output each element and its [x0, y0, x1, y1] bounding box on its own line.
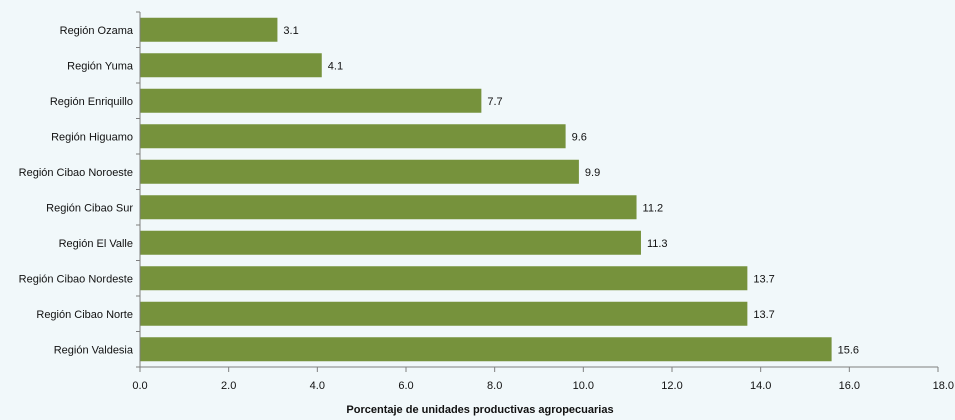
x-tick-label: 10.0	[573, 380, 594, 392]
data-label: 9.6	[572, 131, 587, 143]
category-label: Región Enriquillo	[50, 96, 133, 108]
x-axis-title: Porcentaje de unidades productivas agrop…	[346, 404, 613, 416]
data-label: 4.1	[328, 60, 343, 72]
x-tick-label: 12.0	[661, 380, 682, 392]
bars-group	[140, 17, 832, 362]
category-label: Región Cibao Sur	[46, 202, 133, 214]
category-label: Región Yuma	[67, 60, 134, 72]
bar	[140, 53, 322, 78]
data-label: 11.2	[643, 202, 664, 214]
x-tick-label: 16.0	[839, 380, 860, 392]
x-tick-label: 2.0	[221, 380, 236, 392]
bar	[140, 88, 482, 113]
bar	[140, 124, 566, 149]
data-label: 13.7	[753, 309, 774, 321]
bar	[140, 195, 637, 220]
bar	[140, 266, 748, 291]
data-label: 13.7	[753, 273, 774, 285]
x-tick-label: 4.0	[310, 380, 325, 392]
data-labels: 3.1 4.1 7.7 9.6 9.9 11.2 11.3 13.7 13.7 15.6	[283, 25, 859, 357]
bar	[140, 301, 748, 326]
x-tick-label: 14.0	[750, 380, 771, 392]
category-labels: Región Ozama Región Yuma Región Enriquillo…	[19, 25, 134, 357]
category-label: Región El Valle	[59, 238, 133, 250]
category-label: Región Ozama	[60, 25, 134, 37]
data-label: 15.6	[838, 344, 859, 356]
data-label: 3.1	[283, 25, 298, 37]
category-label: Región Higuamo	[51, 131, 133, 143]
x-tick-labels: 0.0 2.0 4.0 6.0 8.0 10.0 12.0 14.0 16.0 18.0	[132, 380, 954, 392]
bar	[140, 17, 278, 42]
data-label: 9.9	[585, 167, 600, 179]
bar	[140, 230, 641, 255]
bar	[140, 337, 832, 362]
bar	[140, 159, 579, 184]
axes	[136, 11, 939, 372]
x-tick-label: 0.0	[132, 380, 147, 392]
category-label: Región Valdesia	[54, 344, 134, 356]
x-tick-label: 6.0	[398, 380, 413, 392]
category-label: Región Cibao Norte	[36, 309, 133, 321]
x-tick-label: 8.0	[487, 380, 502, 392]
category-label: Región Cibao Nordeste	[19, 273, 133, 285]
x-tick-label: 18.0	[933, 380, 954, 392]
category-label: Región Cibao Noroeste	[19, 167, 133, 179]
data-label: 7.7	[487, 96, 502, 108]
data-label: 11.3	[647, 238, 668, 250]
